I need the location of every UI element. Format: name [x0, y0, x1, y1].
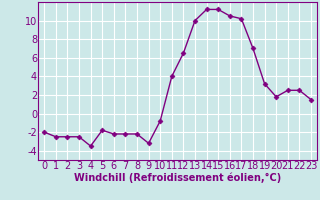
X-axis label: Windchill (Refroidissement éolien,°C): Windchill (Refroidissement éolien,°C) [74, 173, 281, 183]
